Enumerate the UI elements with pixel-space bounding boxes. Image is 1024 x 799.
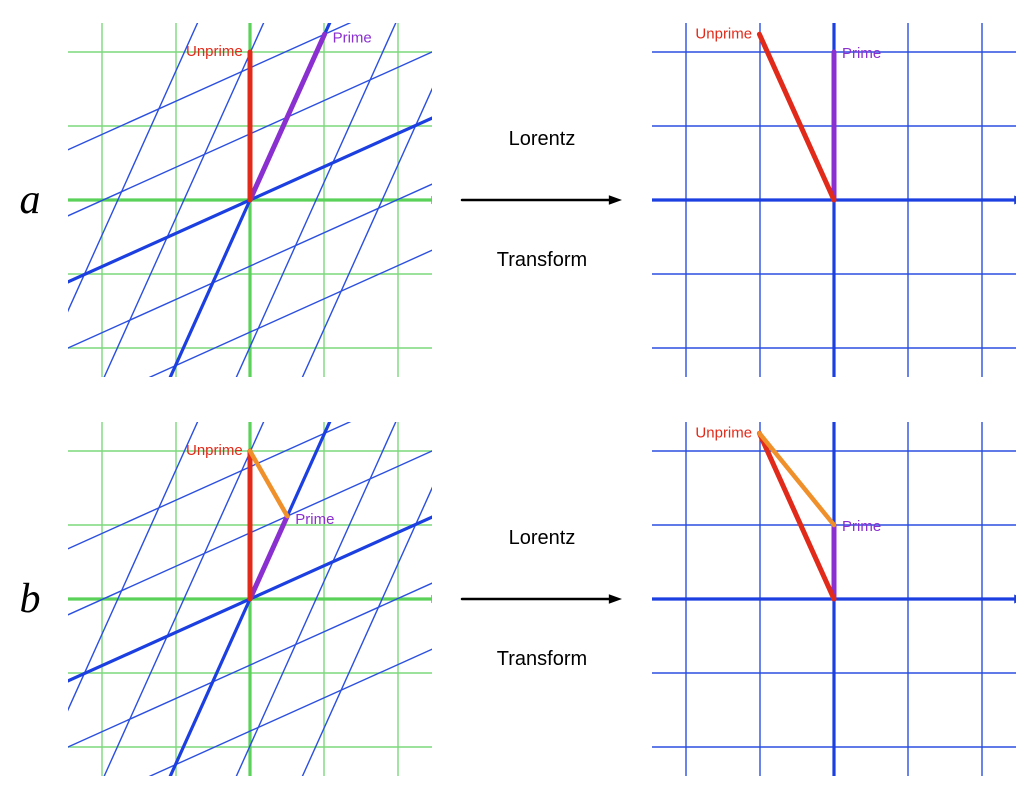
right-panel: Unprime Prime: [644, 400, 1024, 799]
row-label: b: [0, 575, 60, 623]
transform-label-top: Lorentz: [509, 128, 576, 151]
left-panel: Unprime Prime: [60, 0, 440, 400]
left-panel: Unprime Prime: [60, 400, 440, 799]
prime-label: Prime: [842, 45, 881, 62]
prime-label: Prime: [842, 518, 881, 535]
transform-label-bottom: Transform: [497, 249, 587, 272]
unprime-label: Unprime: [695, 25, 752, 42]
unprime-label: Unprime: [186, 43, 243, 60]
prime-label: Prime: [295, 511, 334, 528]
transform-label-bottom: Transform: [497, 648, 587, 671]
transform-label-top: Lorentz: [509, 527, 576, 550]
row-a: a Unprime Prime Lorentz Transform Unprime Prim…: [0, 0, 1024, 400]
figure-container: a Unprime Prime Lorentz Transform Unprime Prim…: [0, 0, 1024, 799]
transform-arrow: Lorentz Transform: [440, 400, 644, 799]
row-b: b Unprime Prime Lorentz Transform Unprime Prim…: [0, 400, 1024, 799]
right-panel: Unprime Prime: [644, 0, 1024, 400]
row-label: a: [0, 176, 60, 224]
prime-label: Prime: [333, 29, 372, 46]
transform-arrow: Lorentz Transform: [440, 0, 644, 400]
unprime-label: Unprime: [186, 442, 243, 459]
unprime-label: Unprime: [695, 425, 752, 442]
